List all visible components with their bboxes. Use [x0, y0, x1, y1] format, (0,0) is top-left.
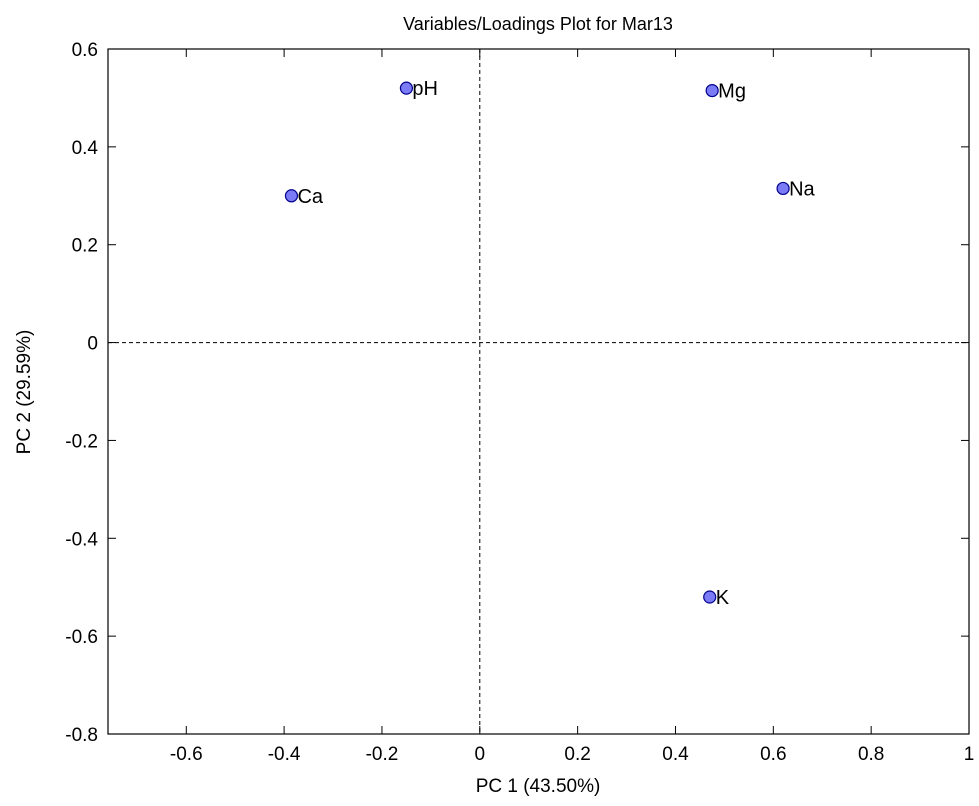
- x-tick-labels: -0.6 -0.4 -0.2 0 0.2 0.4 0.6 0.8 1: [170, 744, 974, 765]
- x-tick-label: 1: [964, 744, 975, 765]
- point-label-k: K: [716, 587, 730, 609]
- x-tick-label: 0.6: [760, 744, 786, 765]
- data-point-ph: [399, 81, 414, 95]
- y-tick-label: -0.6: [65, 627, 98, 648]
- data-points: pH Mg Ca Na K: [284, 78, 816, 609]
- y-axis-title: PC 2 (29.59%): [14, 330, 35, 455]
- x-tick-label: -0.2: [366, 744, 399, 765]
- point-label-na: Na: [789, 178, 815, 200]
- data-point-na: [776, 181, 790, 196]
- y-tick-label: -0.2: [65, 431, 98, 452]
- y-tick-label: 0: [87, 334, 98, 355]
- point-label-mg: Mg: [718, 81, 746, 103]
- data-point-ca: [284, 189, 299, 203]
- y-tick-label: -0.4: [65, 529, 98, 550]
- x-tick-label: -0.4: [268, 744, 301, 765]
- data-point-mg: [705, 83, 719, 98]
- y-tick-labels: -0.8 -0.6 -0.4 -0.2 0 0.2 0.4 0.6: [65, 40, 98, 746]
- x-tick-label: 0.4: [662, 744, 689, 765]
- data-point-k: [703, 590, 717, 604]
- plot-area: pH Mg Ca Na K: [107, 48, 970, 735]
- plot-frame: [107, 48, 970, 735]
- x-tick-label: 0.2: [564, 744, 590, 765]
- point-label-ph: pH: [412, 78, 438, 100]
- y-tick-label: 0.4: [72, 138, 99, 159]
- point-label-ca: Ca: [297, 186, 323, 208]
- y-tick-label: -0.8: [65, 725, 98, 746]
- x-tick-label: 0.8: [858, 744, 884, 765]
- reference-lines: [108, 49, 969, 734]
- chart-title: Variables/Loadings Plot for Mar13: [403, 14, 673, 34]
- axis-ticks: [108, 48, 970, 735]
- y-tick-label: 0.6: [72, 40, 98, 61]
- x-tick-label: -0.6: [170, 744, 203, 765]
- x-tick-label: 0: [475, 744, 486, 765]
- x-axis-title: PC 1 (43.50%): [476, 776, 601, 797]
- y-tick-label: 0.2: [72, 236, 98, 257]
